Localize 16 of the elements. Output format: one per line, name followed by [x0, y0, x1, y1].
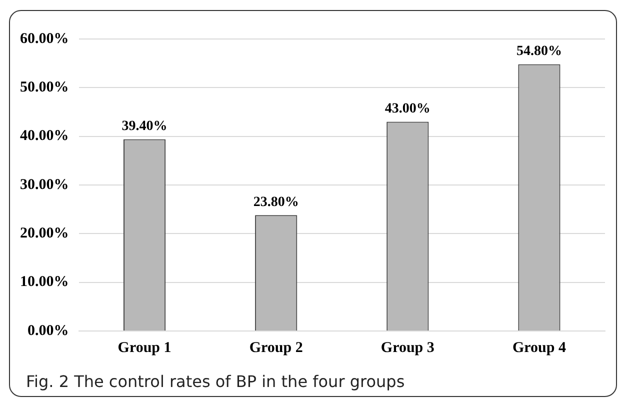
- y-tick-label: 40.00%: [20, 128, 69, 144]
- x-tick-label: Group 1: [118, 340, 172, 356]
- data-label: 23.80%: [253, 194, 299, 210]
- y-tick-label: 0.00%: [28, 322, 69, 339]
- x-tick-label: Group 3: [380, 340, 434, 356]
- y-tick-label: 60.00%: [20, 30, 69, 47]
- x-tick-label: Group 2: [249, 340, 303, 356]
- y-tick-label: 50.00%: [20, 80, 69, 96]
- y-tick-label: 10.00%: [20, 274, 69, 290]
- data-label: 39.40%: [122, 118, 168, 134]
- y-tick-label: 20.00%: [20, 226, 69, 242]
- data-label: 43.00%: [384, 101, 430, 116]
- data-label: 54.80%: [516, 44, 562, 59]
- x-tick-label: Group 4: [512, 340, 566, 356]
- y-tick-label: 30.00%: [20, 176, 69, 193]
- text: Fig. 2 The control rates of BP in the four groups: [26, 372, 405, 391]
